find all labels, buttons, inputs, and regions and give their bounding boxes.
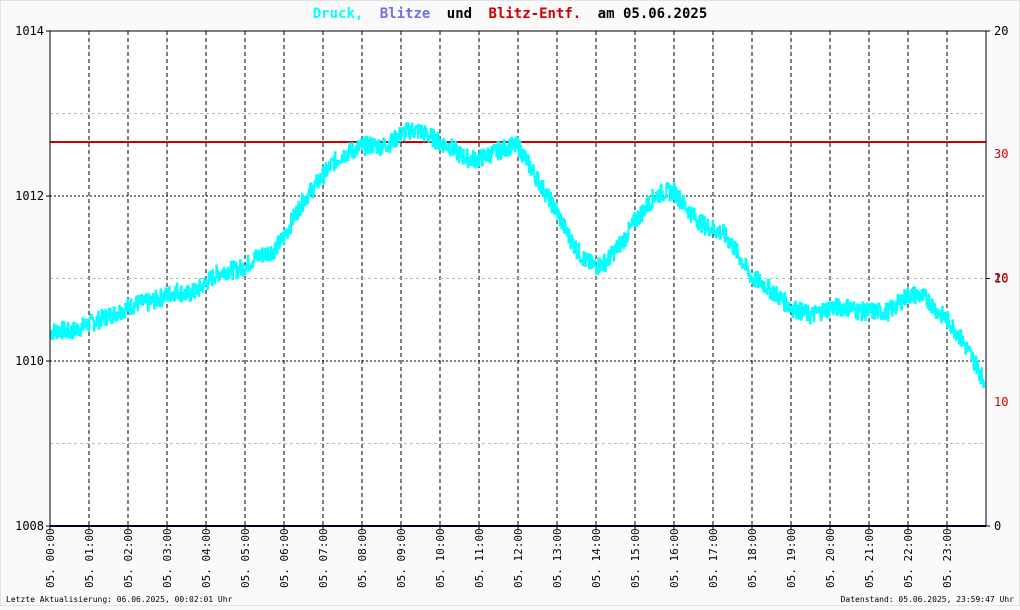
title-date: am 05.06.2025 (598, 6, 708, 22)
x-tick-label: 05. 18:00 (746, 528, 759, 588)
x-tick-label: 05. 07:00 (317, 528, 330, 588)
right-tick-label: 20 (994, 24, 1008, 38)
footer-last-update: Letzte Aktualisierung: 06.06.2025, 00:02… (6, 595, 233, 604)
x-tick-label: 05. 01:00 (83, 528, 96, 588)
x-tick-label: 05. 11:00 (473, 528, 486, 588)
x-tick-label: 05. 12:00 (512, 528, 525, 588)
x-tick-label: 05. 03:00 (161, 528, 174, 588)
right-tick-label: 0 (994, 519, 1001, 533)
title-und: und (447, 6, 472, 22)
x-tick-label: 05. 16:00 (668, 528, 681, 588)
title-blitze: Blitze (380, 6, 431, 22)
x-tick-label: 05. 13:00 (551, 528, 564, 588)
x-tick-label: 05. 21:00 (863, 528, 876, 588)
x-tick-label: 05. 22:00 (902, 528, 915, 588)
left-tick-label: 1012 (15, 189, 44, 203)
title-blitz-entf: Blitz-Entf. (489, 6, 582, 22)
x-tick-label: 05. 10:00 (434, 528, 447, 588)
left-tick-label: 1010 (15, 354, 44, 368)
right-red-tick-label: 30 (994, 147, 1008, 161)
x-tick-label: 05. 23:00 (941, 528, 954, 588)
right-red-tick-label: 10 (994, 395, 1008, 409)
x-tick-label: 05. 06:00 (278, 528, 291, 588)
title-druck: Druck, (313, 6, 364, 22)
x-tick-label: 05. 00:00 (44, 528, 57, 588)
x-tick-label: 05. 09:00 (395, 528, 408, 588)
x-tick-label: 05. 04:00 (200, 528, 213, 588)
x-tick-label: 05. 20:00 (824, 528, 837, 588)
x-tick-label: 05. 17:00 (707, 528, 720, 588)
x-tick-label: 05. 14:00 (590, 528, 603, 588)
x-tick-label: 05. 05:00 (239, 528, 252, 588)
left-tick-label: 1014 (15, 24, 44, 38)
x-tick-label: 05. 08:00 (356, 528, 369, 588)
x-tick-label: 05. 19:00 (785, 528, 798, 588)
footer-data-status: Datenstand: 05.06.2025, 23:59:47 Uhr (841, 595, 1015, 604)
x-tick-label: 05. 15:00 (629, 528, 642, 588)
x-tick-label: 05. 02:00 (122, 528, 135, 588)
right-red-tick-label: 20 (994, 271, 1008, 285)
left-tick-label: 1008 (15, 519, 44, 533)
